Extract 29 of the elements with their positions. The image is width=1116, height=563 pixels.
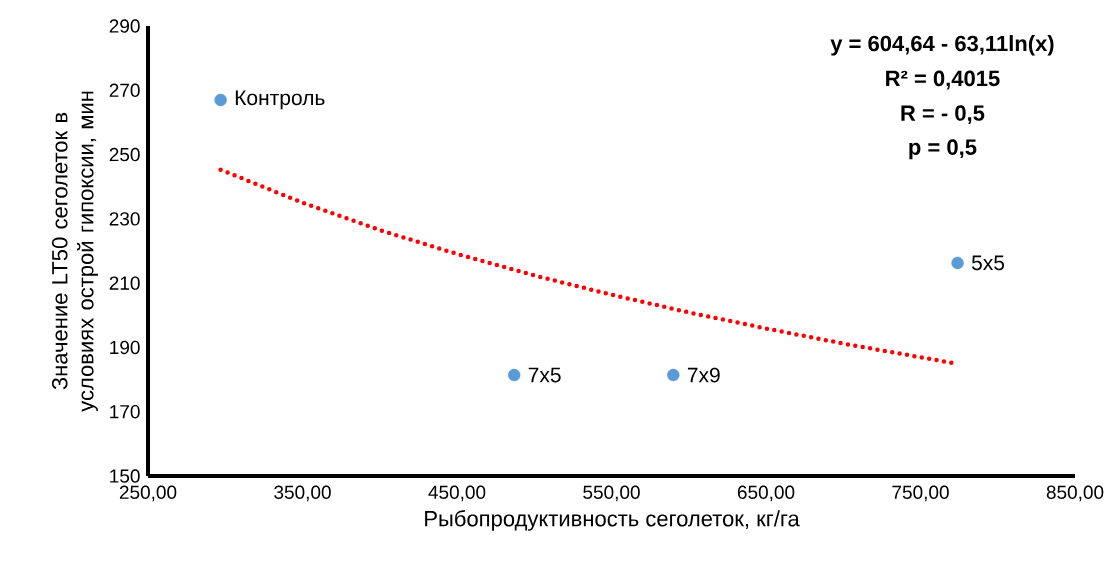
point: [507, 368, 521, 382]
annotation: R² = 0,4015: [886, 70, 1000, 90]
x-axis-title: Рыбопродуктивность сеголеток, кг/га: [425, 510, 800, 531]
y-tick-label: 250: [109, 147, 140, 162]
annotation: 5x5: [971, 255, 1005, 271]
x-tick-label: 650,00: [737, 485, 795, 502]
annotation: p = 0,5: [909, 139, 977, 160]
x-tick-label: 250,00: [119, 485, 177, 502]
y-tick-label: 270: [109, 83, 140, 98]
y-tick-label: 190: [110, 340, 140, 355]
annotation: Контроль: [235, 90, 325, 110]
x-tick-label: 450,00: [428, 485, 486, 502]
annotation: y = 604,64 - 63,11ln(x): [830, 35, 1054, 56]
x-tick-label: 550,00: [583, 485, 640, 502]
y-tick-label: 210: [109, 276, 140, 290]
point: [951, 256, 964, 270]
x-tick-label: 350,00: [274, 485, 331, 502]
y-tick-label: 230: [109, 212, 140, 226]
x-tick-label: 750,00: [892, 485, 949, 502]
y-axis-title: Значение LT50 сеголеток в условиях острой гипоксии, мин: [51, 91, 98, 412]
point: [667, 368, 680, 382]
x-tick-label: 850,00: [1046, 485, 1104, 502]
y-tick-label: 170: [110, 404, 140, 419]
annotation: 7x5: [528, 367, 561, 383]
annotation: 7x9: [687, 367, 720, 383]
annotation: R = - 0,5: [901, 105, 985, 125]
y-tick-label: 290: [109, 19, 140, 33]
y-tick-label: 150: [110, 469, 140, 483]
point: [214, 93, 227, 107]
